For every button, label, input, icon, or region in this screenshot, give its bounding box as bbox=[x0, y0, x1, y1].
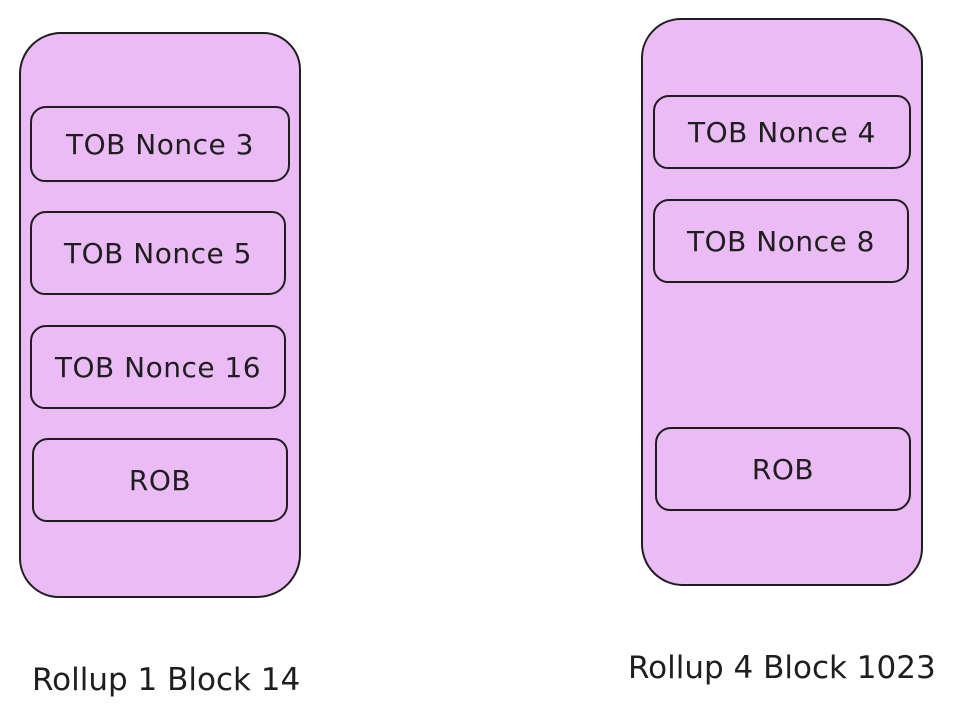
tx-rob-right: ROB bbox=[655, 427, 911, 511]
rollup-4-block-label: Rollup 4 Block 1023 bbox=[628, 650, 936, 686]
tx-tob-nonce-3: TOB Nonce 3 bbox=[30, 106, 290, 182]
tx-tob-nonce-5: TOB Nonce 5 bbox=[30, 211, 286, 295]
rollup-1-block-container bbox=[19, 32, 301, 598]
rollup-1-block-label: Rollup 1 Block 14 bbox=[32, 662, 301, 698]
tx-tob-nonce-8: TOB Nonce 8 bbox=[653, 199, 909, 283]
tx-tob-nonce-4: TOB Nonce 4 bbox=[653, 95, 911, 169]
tx-rob-left: ROB bbox=[32, 438, 288, 522]
rollup-4-block-container bbox=[641, 18, 923, 586]
tx-tob-nonce-16: TOB Nonce 16 bbox=[30, 325, 286, 409]
